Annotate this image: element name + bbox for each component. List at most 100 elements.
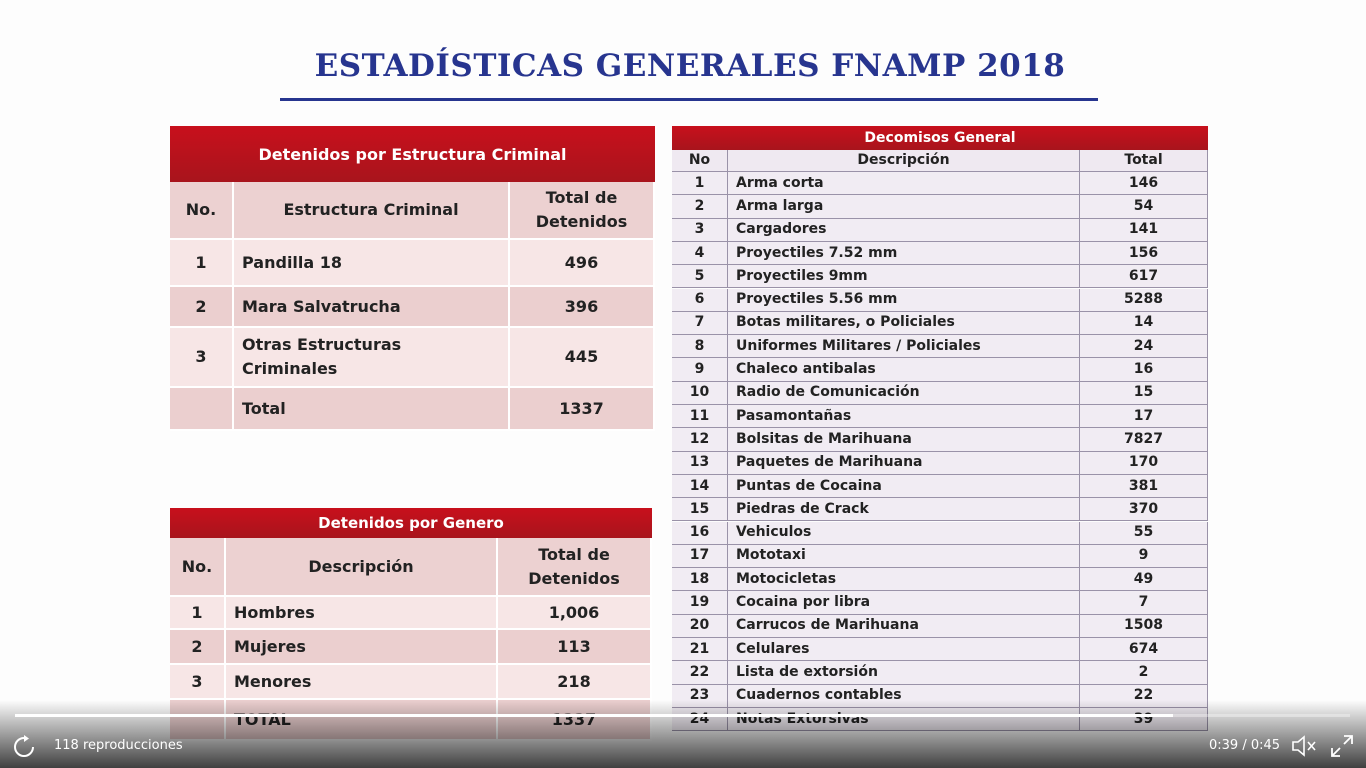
table-cell: Cargadores <box>728 218 1080 242</box>
table-cell: 7 <box>672 311 728 336</box>
table-cell: 21 <box>672 638 728 662</box>
table-cell: 1 <box>170 597 226 630</box>
table-cell: Otras Estructuras Criminales <box>234 328 510 388</box>
title-underline <box>280 98 1098 101</box>
table-cell: 496 <box>510 240 655 287</box>
table-seizures: Decomisos General No Descripción Total 1 Arma… <box>672 126 1208 744</box>
table-cell: Pandilla 18 <box>234 240 510 287</box>
table-cell: 5288 <box>1080 288 1208 312</box>
header-cell: Descripción <box>728 150 1080 172</box>
replay-button[interactable] <box>12 735 36 759</box>
table-cell: 674 <box>1080 638 1208 662</box>
table-cell: 8 <box>672 335 728 359</box>
table-cell: 2 <box>1080 661 1208 685</box>
table-cell: Motocicletas <box>728 568 1080 592</box>
table-cell: Arma corta <box>728 172 1080 196</box>
table-cell: 19 <box>672 591 728 615</box>
table-cell: 55 <box>1080 521 1208 545</box>
fullscreen-button[interactable] <box>1330 734 1354 758</box>
table-cell: Total <box>234 388 510 431</box>
table-cell: 1337 <box>510 388 655 431</box>
player-bar <box>0 700 1366 768</box>
table-cell: 146 <box>1080 172 1208 196</box>
table-title: Detenidos por Estructura Criminal <box>170 126 655 182</box>
table-cell: 54 <box>1080 195 1208 219</box>
table-cell: 16 <box>672 521 728 545</box>
table-cell: 49 <box>1080 568 1208 592</box>
table-cell: Celulares <box>728 638 1080 662</box>
table-cell: 15 <box>672 498 728 522</box>
table-cell: Bolsitas de Marihuana <box>728 428 1080 452</box>
table-cell: Mara Salvatrucha <box>234 287 510 328</box>
table-cell: Carrucos de Marihuana <box>728 614 1080 638</box>
table-cell: Hombres <box>226 597 498 630</box>
table-cell: 141 <box>1080 218 1208 242</box>
table-cell: Vehiculos <box>728 521 1080 545</box>
table-cell: 2 <box>170 287 234 328</box>
table-cell: Proyectiles 7.52 mm <box>728 241 1080 266</box>
table-cell: 113 <box>498 630 652 665</box>
header-cell: No. <box>170 538 226 597</box>
table-cell: 3 <box>170 665 226 700</box>
table-title: Decomisos General <box>672 126 1208 150</box>
table-cell: 156 <box>1080 241 1208 266</box>
table-cell: Proyectiles 5.56 mm <box>728 288 1080 312</box>
table-cell: 13 <box>672 451 728 475</box>
table-cell: 3 <box>170 328 234 388</box>
table-cell: Paquetes de Marihuana <box>728 451 1080 475</box>
table-cell: 20 <box>672 614 728 638</box>
table-cell: Cocaina por libra <box>728 591 1080 615</box>
table-cell: Uniformes Militares / Policiales <box>728 335 1080 359</box>
table-cell: Lista de extorsión <box>728 661 1080 685</box>
table-cell: 617 <box>1080 265 1208 289</box>
table-cell: 17 <box>672 544 728 569</box>
table-cell: 11 <box>672 405 728 429</box>
mute-button[interactable] <box>1290 734 1318 758</box>
table-cell: Pasamontañas <box>728 405 1080 429</box>
table-cell: 6 <box>672 288 728 312</box>
table-cell: Chaleco antibalas <box>728 358 1080 382</box>
table-cell: 5 <box>672 265 728 289</box>
table-cell: 3 <box>672 218 728 242</box>
table-cell: 7 <box>1080 591 1208 615</box>
table-cell: 12 <box>672 428 728 452</box>
table-cell: 218 <box>498 665 652 700</box>
table-cell: Mujeres <box>226 630 498 665</box>
table-cell: Piedras de Crack <box>728 498 1080 522</box>
table-cell: 2 <box>672 195 728 219</box>
slide-title: ESTADÍSTICAS GENERALES FNAMP 2018 <box>314 48 1066 84</box>
header-cell: Estructura Criminal <box>234 182 510 240</box>
table-cell <box>170 388 234 431</box>
header-cell: No <box>672 150 728 172</box>
table-title: Detenidos por Genero <box>170 508 652 538</box>
table-cell: Menores <box>226 665 498 700</box>
table-cell: 381 <box>1080 474 1208 499</box>
header-cell: Total <box>1080 150 1208 172</box>
table-cell: 445 <box>510 328 655 388</box>
table-cell: 9 <box>672 358 728 382</box>
table-cell: 9 <box>1080 544 1208 569</box>
table-cell: 18 <box>672 568 728 592</box>
table-cell: 10 <box>672 381 728 405</box>
header-cell: Descripción <box>226 538 498 597</box>
table-cell: 17 <box>1080 405 1208 429</box>
progress-played <box>15 714 1173 717</box>
time-display: 0:39 / 0:45 <box>1209 738 1281 753</box>
table-cell: 170 <box>1080 451 1208 475</box>
table-cell: Botas militares, o Policiales <box>728 311 1080 336</box>
table-cell: Mototaxi <box>728 544 1080 569</box>
table-cell: 1,006 <box>498 597 652 630</box>
header-cell: No. <box>170 182 234 240</box>
table-cell: Radio de Comunicación <box>728 381 1080 405</box>
table-cell: 22 <box>672 661 728 685</box>
table-cell: 1 <box>170 240 234 287</box>
table-cell: 7827 <box>1080 428 1208 452</box>
table-cell: 1 <box>672 172 728 196</box>
table-cell: 370 <box>1080 498 1208 522</box>
table-cell: 16 <box>1080 358 1208 382</box>
table-cell: 2 <box>170 630 226 665</box>
header-cell: Total de Detenidos <box>498 538 652 597</box>
table-cell: Puntas de Cocaina <box>728 474 1080 499</box>
table-cell: 1508 <box>1080 614 1208 638</box>
